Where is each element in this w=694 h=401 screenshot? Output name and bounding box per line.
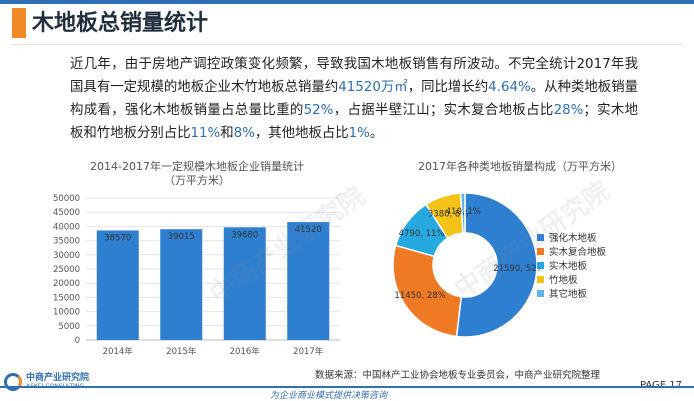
- bar-value-label: 39015: [168, 232, 195, 242]
- legend-swatch: [537, 289, 544, 297]
- page-number: PAGE 17: [640, 380, 682, 391]
- footer-divider: [0, 386, 694, 388]
- bar-2016年: [223, 227, 266, 340]
- bar-chart: 0 5000 10000 15000 20000 25000 30000 35000 40000…: [53, 194, 340, 357]
- para-text-5: ；实木地板和竹地板分别占比: [70, 103, 639, 141]
- y-tick-label: 50000: [53, 194, 80, 204]
- slice-label: 4790, 11%: [399, 229, 445, 239]
- para-bamboo-share: 8%: [233, 126, 255, 141]
- x-tick-label: 2017年: [293, 346, 324, 357]
- y-tick-label: 10000: [53, 308, 80, 318]
- legend-label: 竹地板: [549, 275, 578, 286]
- legend-label: 实木复合地板: [549, 247, 607, 258]
- pie-chart: 21590, 52% 11450, 28% 4790, 11% 3380, 8%410…: [392, 192, 540, 338]
- bar-2015年: [160, 229, 203, 340]
- legend-item: 强化木地板: [537, 230, 606, 244]
- legend-label: 强化木地板: [549, 233, 597, 244]
- footer-slogan: 为企业商业模式提供决策咨询: [270, 391, 388, 401]
- legend-swatch: [537, 275, 544, 283]
- para-engineered-share: 28%: [553, 103, 584, 118]
- slice-label: 21590, 52%: [493, 264, 540, 274]
- legend-item: 实木地板: [537, 258, 606, 272]
- y-tick-label: 20000: [53, 279, 80, 289]
- legend-swatch: [537, 247, 544, 255]
- para-laminate-share: 52%: [303, 103, 334, 118]
- legend-swatch: [537, 261, 544, 269]
- para-text-2: ，同比增长约: [407, 80, 489, 95]
- data-source: 数据来源：中国林产工业协会地板专业委员会，中商产业研究院整理: [315, 370, 601, 381]
- y-tick-label: 15000: [53, 293, 80, 303]
- para-total-sales: 41520万㎡: [338, 80, 408, 95]
- bar-2017年: [287, 222, 330, 340]
- pie-chart-title: 2017年各种类地板销量构成（万平方米）: [418, 160, 622, 173]
- legend-item: 竹地板: [537, 272, 606, 286]
- para-solid-share: 11%: [190, 126, 221, 141]
- top-accent-bar: [0, 0, 694, 4]
- legend-item: 实木复合地板: [537, 244, 606, 258]
- slice-实木复合地板: [392, 244, 463, 338]
- legend-item: 其它地板: [537, 286, 606, 300]
- para-text-3: 。从种类地板销量构成看，强化木地板销量占总量比重的: [70, 80, 639, 118]
- slice-其它地板: [459, 192, 466, 234]
- logo-name-cn: 中商产业研究院: [26, 373, 90, 383]
- x-tick-label: 2014年: [103, 346, 134, 357]
- slice-强化木地板: [455, 192, 538, 338]
- company-logo: 中商产业研究院 ASKCI CONSULTING: [4, 373, 89, 391]
- para-text-6: 和: [220, 126, 234, 141]
- bar-chart-title-line2: （万平方米）: [164, 174, 230, 187]
- para-growth: 4.64%: [488, 80, 531, 95]
- x-tick-label: 2015年: [166, 346, 197, 357]
- para-text-7: ，其他地板占比: [254, 126, 349, 141]
- y-tick-label: 40000: [53, 222, 80, 232]
- bar-chart-title: 2014-2017年一定规模木地板企业销量统计 （万平方米）: [62, 160, 332, 188]
- para-text-4: ，占据半壁江山；实木复合地板占比: [333, 103, 554, 118]
- y-tick-label: 0: [75, 336, 80, 346]
- slice-label: 11450, 28%: [394, 291, 445, 301]
- title-accent-block: [12, 8, 26, 38]
- legend-swatch: [537, 233, 544, 241]
- y-tick-label: 25000: [53, 265, 80, 275]
- para-text-8: 。: [369, 126, 384, 141]
- bar-value-label: 38570: [104, 233, 131, 243]
- para-other-share: 1%: [348, 126, 370, 141]
- legend-label: 其它地板: [549, 289, 588, 300]
- y-tick-label: 45000: [53, 208, 80, 218]
- y-tick-label: 5000: [58, 322, 80, 332]
- pie-legend: 强化木地板实木复合地板 实木地板竹地板其它地板: [537, 230, 606, 300]
- title-divider: [12, 44, 682, 45]
- bar-chart-title-line1: 2014-2017年一定规模木地板企业销量统计: [90, 160, 304, 173]
- slice-label: 410, 1%: [446, 207, 481, 217]
- legend-label: 实木地板: [549, 261, 588, 272]
- bar-value-label: 39680: [231, 230, 258, 240]
- slice-label: 3380, 8%: [428, 210, 469, 220]
- y-tick-label: 30000: [53, 251, 80, 261]
- bar-value-label: 41520: [295, 225, 322, 235]
- y-tick-label: 35000: [53, 237, 80, 247]
- page-title: 木地板总销量统计: [32, 11, 209, 36]
- x-tick-label: 2016年: [230, 346, 261, 357]
- bar-2014年: [96, 230, 139, 340]
- summary-paragraph: 近几年，由于房地产调控政策变化频繁，导致我国木地板销售有所波动。不完全统计201…: [70, 53, 638, 145]
- para-text-1: 近几年，由于房地产调控政策变化频繁，导致我国木地板销售有所波动。不完全统计201…: [70, 57, 638, 95]
- logo-mark-icon: [4, 373, 22, 391]
